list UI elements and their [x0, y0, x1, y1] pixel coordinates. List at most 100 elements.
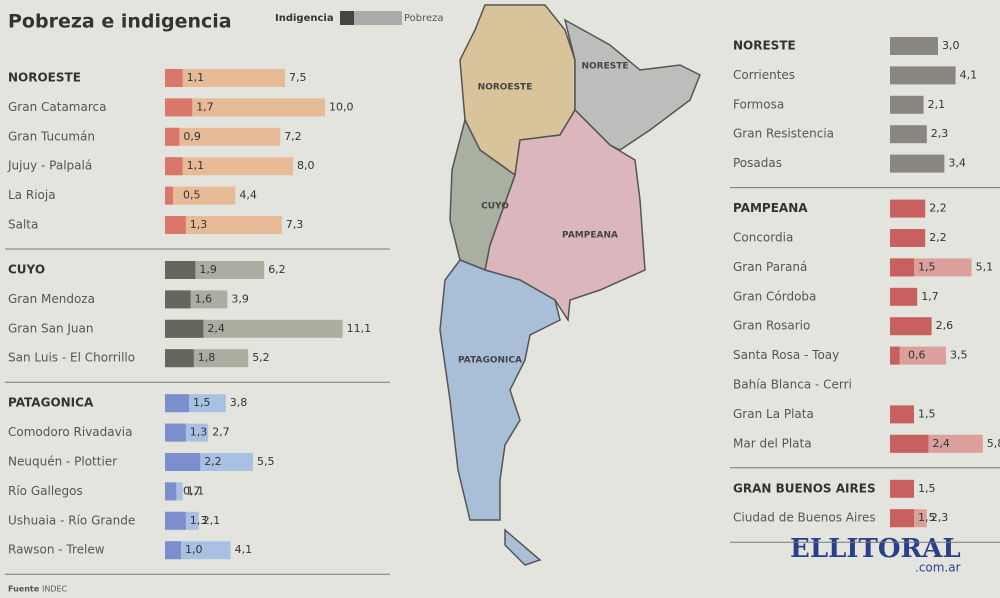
pobreza-bar: [165, 216, 282, 234]
row-label: Gran Paraná: [733, 260, 807, 274]
source: INDEC: [42, 585, 68, 594]
indigencia-bar: [890, 287, 918, 306]
pobreza-label: 4,1: [235, 543, 253, 556]
indigencia-label: 0,6: [908, 349, 926, 362]
row-label: Gran Tucumán: [8, 129, 95, 143]
pobreza-label: 10,0: [329, 100, 354, 113]
row-label: Comodoro Rivadavia: [8, 425, 132, 439]
indigencia-bar: [890, 509, 914, 528]
pobreza-label: 1,1: [187, 484, 205, 497]
row-label: Ciudad de Buenos Aires: [733, 511, 876, 525]
indigencia-label: 0,5: [183, 189, 201, 202]
indigencia-label: 0,7: [183, 484, 201, 497]
indigencia-label: 2,2: [929, 231, 947, 244]
indigencia-label: 4,1: [960, 68, 978, 81]
row-label: Bahía Blanca - Cerri: [733, 378, 852, 392]
map: [439, 4, 701, 566]
indigencia-label: 3,4: [948, 157, 966, 170]
indigencia-label: 2,1: [928, 98, 946, 111]
map-label: PATAGONICA: [458, 356, 522, 366]
pobreza-label: 3,5: [950, 349, 968, 362]
indigencia-label: 2,4: [207, 322, 225, 335]
row-label: Corrientes: [733, 68, 795, 82]
indigencia-bar: [890, 199, 926, 218]
pobreza-label: 2,1: [203, 514, 221, 527]
pobreza-label: 3,9: [231, 292, 249, 305]
indigencia-bar: [890, 154, 945, 173]
row-label: Santa Rosa - Toay: [733, 348, 839, 362]
indigencia-label: 1,5: [918, 511, 936, 524]
indigencia-bar: [165, 511, 186, 530]
pobreza-bar: [165, 319, 343, 338]
row-label: Ushuaia - Río Grande: [8, 513, 135, 527]
indigencia-label: 1,3: [190, 426, 208, 439]
group-name: CUYO: [8, 263, 45, 277]
pobreza-label: 6,2: [268, 263, 286, 276]
indigencia-label: 2,6: [936, 319, 954, 332]
indigencia-label: 1,5: [918, 482, 936, 495]
indigencia-label: 3,0: [942, 39, 960, 52]
indigencia-label: 1,0: [185, 543, 203, 556]
pobreza-label: 7,2: [284, 130, 302, 143]
row-label: Gran Córdoba: [733, 289, 816, 303]
indigencia-label: 1,7: [196, 100, 214, 113]
row-label: Gran La Plata: [733, 407, 814, 421]
indigencia-label: 2,3: [931, 127, 949, 140]
indigencia-label: 1,3: [190, 514, 208, 527]
indigencia-bar: [165, 349, 194, 368]
row-label: Gran Mendoza: [8, 292, 95, 306]
pobreza-label: 8,0: [297, 159, 315, 172]
map-label: NOROESTE: [478, 83, 533, 93]
pobreza-label: 11,1: [347, 322, 372, 335]
indigencia-label: 0,9: [183, 130, 201, 143]
pobreza-label: 5,1: [976, 260, 994, 273]
indigencia-label: 1,7: [921, 290, 939, 303]
pobreza-label: 5,5: [257, 455, 275, 468]
row-label: San Luis - El Chorrillo: [8, 351, 135, 365]
row-label: Gran San Juan: [8, 321, 94, 335]
indigencia-label: 2,4: [932, 437, 950, 450]
indigencia-bar: [165, 394, 189, 413]
indigencia-label: 1,6: [195, 292, 213, 305]
indigencia-label: 2,2: [204, 455, 222, 468]
region-tierra-del-fuego: [504, 528, 542, 566]
pobreza-bar: [165, 98, 325, 117]
source-label: Fuente: [8, 585, 40, 594]
legend-indigencia: Indigencia: [275, 13, 334, 24]
indigencia-label: 1,5: [918, 260, 936, 273]
group-name: PATAGONICA: [8, 396, 94, 410]
row-label: Neuquén - Plottier: [8, 455, 117, 469]
map-label: PAMPEANA: [562, 231, 618, 241]
indigencia-label: 1,3: [190, 218, 208, 231]
indigencia-bar: [890, 125, 927, 144]
legend-swatch: [340, 11, 354, 25]
row-label: Río Gallegos: [8, 484, 83, 498]
pobreza-bar: [890, 346, 946, 365]
row-label: Concordia: [733, 231, 793, 245]
map-label: CUYO: [481, 202, 509, 212]
pobreza-label: 5,2: [252, 351, 270, 364]
row-label: Gran Rosario: [733, 319, 810, 333]
pobreza-bar: [165, 157, 293, 176]
indigencia-bar: [890, 405, 914, 424]
pobreza-label: 2,7: [212, 426, 230, 439]
indigencia-bar: [165, 290, 191, 309]
indigencia-label: 1,5: [918, 407, 936, 420]
indigencia-bar: [165, 319, 204, 338]
indigencia-bar: [890, 66, 956, 85]
row-label: Gran Catamarca: [8, 100, 106, 114]
row-label: Mar del Plata: [733, 436, 812, 450]
pobreza-label: 2,3: [931, 511, 949, 524]
pobreza-bar: [165, 127, 281, 146]
region-noreste: [563, 18, 701, 151]
group-name: PAMPEANA: [733, 201, 808, 215]
pobreza-bar: [165, 541, 231, 560]
indigencia-bar: [165, 423, 186, 442]
pobreza-bar: [165, 69, 285, 87]
indigencia-label: 1,1: [187, 159, 205, 172]
indigencia-bar: [165, 541, 181, 560]
indigencia-bar: [890, 95, 924, 114]
indigencia-bar: [165, 216, 186, 234]
indigencia-bar: [890, 229, 926, 247]
pobreza-label: 4,4: [239, 189, 257, 202]
